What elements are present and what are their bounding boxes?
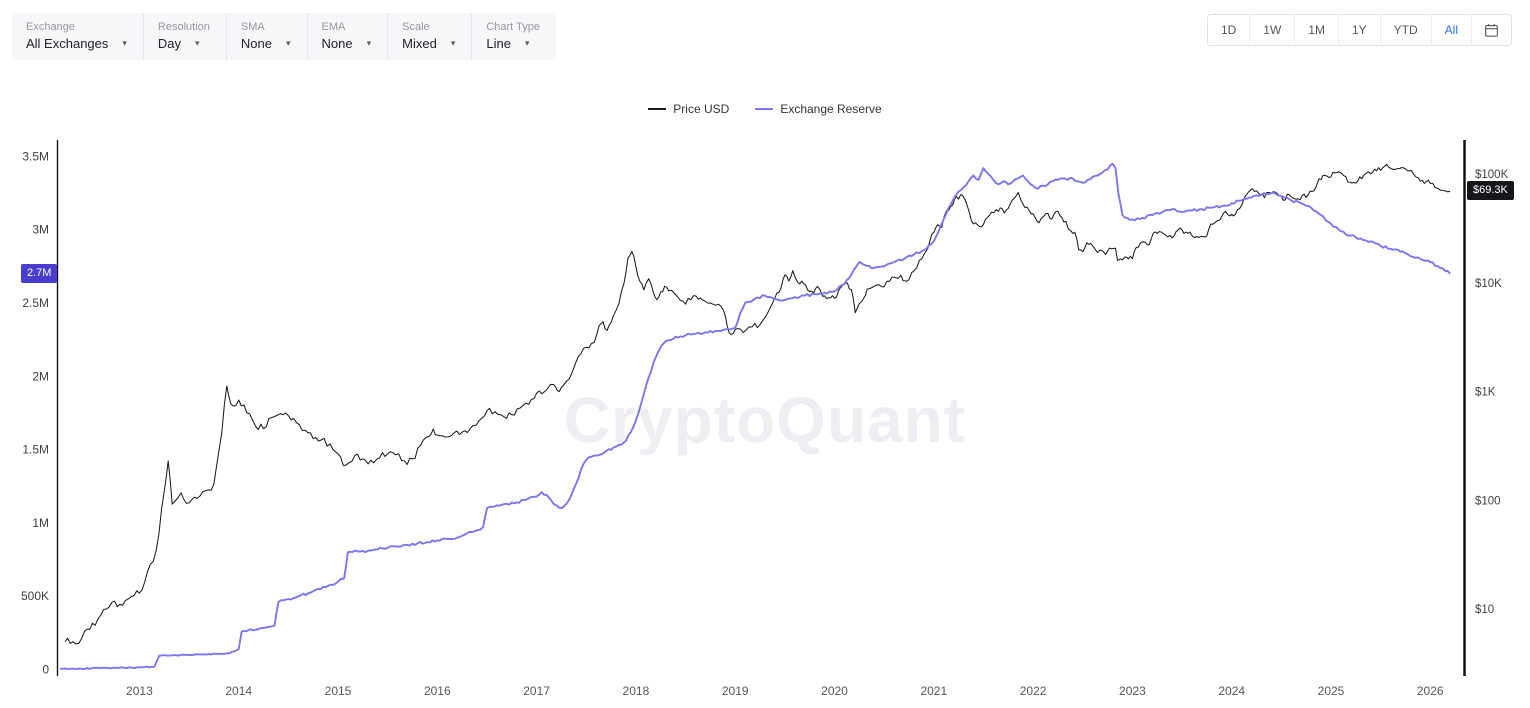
- x-tick-label: 2016: [424, 684, 451, 698]
- x-tick-label: 2019: [722, 684, 749, 698]
- chevron-down-icon: ▾: [122, 38, 127, 48]
- chart-type-label: Chart Type: [486, 21, 540, 33]
- legend-label-price-usd: Price USD: [673, 102, 730, 116]
- x-tick-label: 2015: [325, 684, 352, 698]
- chart-controls: Exchange All Exchanges ▾ Resolution Day ▾ …: [12, 13, 556, 60]
- price-line-swatch: [648, 108, 667, 110]
- x-tick-label: 2022: [1020, 684, 1047, 698]
- range-1m[interactable]: 1M: [1294, 15, 1338, 45]
- x-tick-label: 2017: [523, 684, 550, 698]
- chart-legend: Price USD Exchange Reserve: [0, 102, 1530, 116]
- reserve-axis-badge: 2.7M: [21, 263, 58, 283]
- x-tick-label: 2023: [1119, 684, 1146, 698]
- series-exchange-reserve: [59, 162, 1451, 670]
- x-tick-label: 2020: [821, 684, 848, 698]
- reserve-line-swatch: [755, 108, 774, 110]
- sma-dropdown[interactable]: SMA None ▾: [225, 13, 307, 60]
- chevron-down-icon: ▾: [524, 38, 530, 48]
- chevron-down-icon: ▾: [285, 38, 291, 48]
- y-left-tick-label: 3M: [32, 223, 49, 237]
- ema-value: None: [321, 36, 353, 51]
- legend-item-exchange-reserve[interactable]: Exchange Reserve: [755, 102, 882, 116]
- scale-dropdown[interactable]: Scale Mixed ▾: [387, 13, 471, 60]
- y-left-tick-label: 2.5M: [22, 296, 49, 310]
- ema-label: EMA: [321, 21, 346, 33]
- y-right-tick-label: $10K: [1475, 278, 1502, 290]
- scale-value: Mixed: [402, 36, 437, 51]
- y-left-tick-label: 1M: [32, 516, 49, 530]
- scale-label: Scale: [402, 21, 430, 33]
- y-right-tick-label: $1K: [1475, 387, 1496, 399]
- x-tick-label: 2014: [225, 684, 252, 698]
- series-price-usd: [64, 163, 1451, 645]
- x-tick-label: 2013: [126, 684, 153, 698]
- chevron-down-icon: ▾: [450, 38, 456, 48]
- calendar-button[interactable]: [1471, 15, 1511, 45]
- x-tick-label: 2018: [623, 684, 650, 698]
- exchange-dropdown[interactable]: Exchange All Exchanges ▾: [12, 13, 143, 60]
- legend-label-exchange-reserve: Exchange Reserve: [780, 102, 882, 116]
- chevron-down-icon: ▾: [195, 38, 200, 48]
- y-left-tick-label: 3.5M: [22, 149, 49, 163]
- range-1d[interactable]: 1D: [1208, 15, 1249, 45]
- range-selector: 1D 1W 1M 1Y YTD All: [1206, 14, 1512, 46]
- y-right-tick-label: $100: [1475, 495, 1501, 507]
- y-left-tick-label: 1.5M: [22, 443, 49, 457]
- sma-label: SMA: [240, 21, 265, 33]
- chart-type-value: Line: [486, 36, 511, 51]
- y-left-tick-label: 0: [42, 663, 49, 677]
- range-all[interactable]: All: [1430, 15, 1471, 45]
- y-left-tick-label: 500K: [21, 589, 49, 603]
- y-right-tick-label: $10: [1475, 604, 1494, 616]
- legend-item-price-usd[interactable]: Price USD: [648, 102, 729, 116]
- cryptoquant-watermark: CryptoQuant: [563, 384, 967, 456]
- resolution-dropdown[interactable]: Resolution Day ▾: [142, 13, 226, 60]
- range-1y[interactable]: 1Y: [1337, 15, 1380, 45]
- exchange-label: Exchange: [26, 21, 75, 33]
- x-tick-label: 2025: [1318, 684, 1345, 698]
- resolution-value: Day: [157, 36, 182, 51]
- range-ytd[interactable]: YTD: [1379, 15, 1431, 45]
- ema-dropdown[interactable]: EMA None ▾: [306, 13, 388, 60]
- sma-value: None: [240, 36, 272, 51]
- resolution-label: Resolution: [157, 21, 210, 33]
- x-tick-label: 2026: [1417, 684, 1444, 698]
- chart-type-dropdown[interactable]: Chart Type Line ▾: [471, 13, 556, 60]
- x-tick-label: 2024: [1218, 684, 1245, 698]
- exchange-value: All Exchanges: [26, 36, 109, 51]
- y-left-tick-label: 2M: [32, 369, 49, 383]
- price-axis-badge: $69.3K: [1467, 181, 1514, 201]
- chevron-down-icon: ▾: [366, 38, 372, 48]
- calendar-icon: [1485, 23, 1498, 37]
- range-1w[interactable]: 1W: [1249, 15, 1294, 45]
- x-tick-label: 2021: [920, 684, 947, 698]
- y-right-tick-label: $100K: [1475, 169, 1509, 181]
